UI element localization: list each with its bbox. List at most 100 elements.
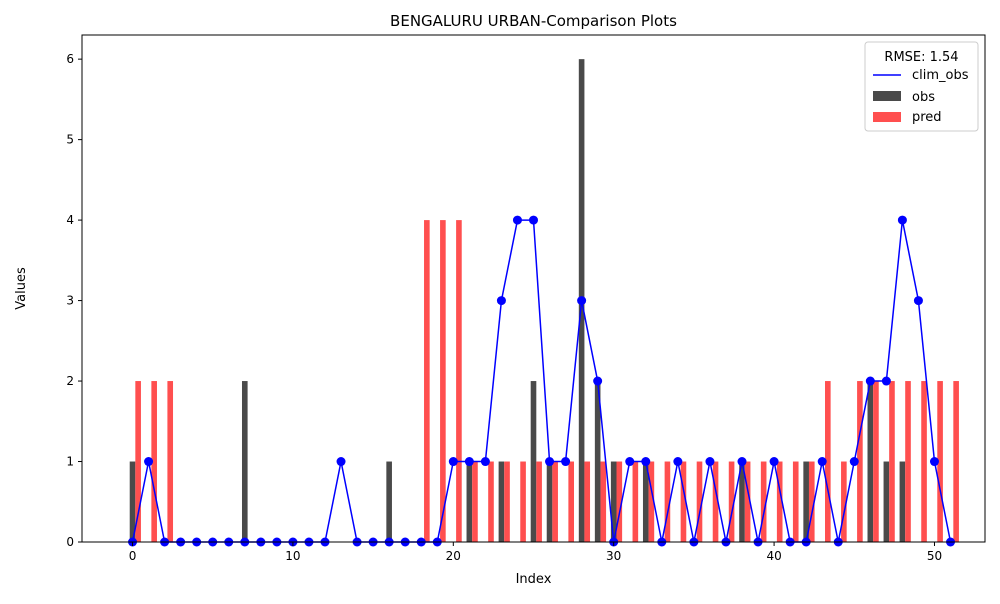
pred-bar-2: [167, 381, 174, 542]
x-tick-label-10: 10: [285, 549, 300, 563]
pred-bar-40: [776, 461, 783, 542]
pred-bar-35: [696, 461, 703, 542]
x-tick-label-20: 20: [446, 549, 461, 563]
legend-swatch-obs: [873, 91, 901, 101]
y-axis-label: Values: [14, 267, 29, 310]
pred-bar-19: [440, 220, 446, 542]
legend-label-obs: obs: [912, 90, 935, 105]
obs-bar-0: [129, 461, 136, 542]
bars-layer: [129, 59, 959, 543]
legend-title: RMSE: 1.54: [884, 50, 958, 65]
pred-bar-0: [135, 381, 141, 542]
clim-obs-point-32: [641, 457, 651, 467]
clim-obs-point-23: [496, 296, 506, 306]
legend-label-clim-obs: clim_obs: [912, 68, 969, 83]
x-tick-label-50: 50: [927, 549, 942, 563]
pred-bar-23: [504, 461, 510, 542]
obs-bar-25: [530, 381, 537, 542]
legend-swatch-pred: [873, 112, 901, 122]
clim-obs-point-45: [849, 457, 859, 467]
clim-obs-point-34: [673, 457, 683, 467]
pred-bar-43: [825, 381, 831, 542]
x-axis-label: Index: [516, 572, 552, 587]
x-tick-label-0: 0: [129, 549, 137, 563]
obs-bar-46: [867, 381, 874, 542]
pred-bar-21: [472, 461, 478, 542]
pred-bar-20: [456, 220, 462, 542]
clim-obs-point-20: [448, 457, 458, 467]
y-tick-label-6: 6: [66, 52, 74, 66]
legend-box: [864, 41, 979, 132]
pred-bar-36: [712, 461, 719, 542]
clim-obs-point-29: [593, 376, 603, 386]
pred-bar-25: [536, 461, 542, 542]
pred-bar-32: [648, 461, 655, 542]
pred-bar-31: [632, 461, 639, 542]
pred-bar-50: [937, 381, 943, 542]
obs-bar-26: [546, 461, 553, 542]
chart-title: BENGALURU URBAN-Comparison Plots: [390, 12, 677, 30]
clim-obs-point-46: [865, 376, 875, 386]
obs-bar-47: [883, 461, 890, 542]
clim-obs-point-25: [529, 215, 538, 225]
pred-bar-26: [552, 461, 558, 542]
y-axis: 0 1 2 3 4 5 6: [66, 52, 82, 549]
pred-bar-49: [921, 381, 927, 542]
obs-bar-23: [498, 461, 505, 542]
clim-obs-point-47: [881, 376, 891, 386]
clim-obs-point-24: [512, 215, 522, 225]
clim-obs-point-31: [625, 457, 635, 467]
clim-obs-point-13: [336, 457, 346, 467]
y-tick-label-4: 4: [66, 213, 74, 227]
clim-obs-point-49: [913, 296, 923, 306]
pred-bar-41: [792, 461, 799, 542]
clim-obs-point-36: [705, 457, 715, 467]
pred-bar-51: [953, 381, 959, 542]
x-tick-label-30: 30: [606, 549, 621, 563]
legend: RMSE: 1.54 clim_obs obs pred: [864, 41, 979, 132]
obs-bar-48: [899, 461, 906, 542]
y-tick-label-2: 2: [66, 374, 74, 388]
pred-bar-48: [905, 381, 911, 542]
y-tick-label-0: 0: [66, 535, 74, 549]
obs-bar-21: [466, 461, 473, 542]
pred-bar-30: [616, 461, 623, 542]
x-tick-label-40: 40: [766, 549, 781, 563]
x-axis: 0 10 20 30 40 50: [129, 542, 942, 563]
pred-bar-18: [424, 220, 430, 542]
plot-frame: [81, 34, 986, 543]
clim-obs-point-1: [144, 457, 154, 467]
obs-bar-38: [739, 461, 745, 542]
clim-obs-point-22: [480, 457, 490, 467]
pred-bar-33: [664, 461, 671, 542]
y-tick-label-1: 1: [66, 455, 74, 469]
obs-bar-16: [386, 461, 392, 542]
pred-bar-22: [488, 461, 494, 542]
pred-bar-44: [841, 461, 847, 542]
pred-bar-37: [728, 461, 735, 542]
pred-bar-34: [680, 461, 687, 542]
clim-obs-point-43: [817, 457, 827, 467]
obs-bar-29: [594, 381, 601, 542]
pred-bar-39: [760, 461, 767, 542]
obs-bar-42: [803, 461, 809, 542]
clim-obs-point-27: [561, 457, 571, 467]
clim-obs-point-28: [577, 296, 587, 306]
pred-bar-29: [600, 461, 607, 542]
pred-bar-38: [744, 461, 751, 542]
clim-obs-point-50: [929, 457, 939, 467]
pred-bar-42: [808, 461, 815, 542]
pred-bar-45: [857, 381, 863, 542]
pred-bar-1: [151, 381, 157, 542]
pred-bar-47: [889, 381, 895, 542]
clim-obs-point-48: [897, 215, 907, 225]
y-tick-label-5: 5: [66, 133, 74, 147]
clim-obs-point-38: [737, 457, 747, 467]
pred-bar-46: [873, 381, 879, 542]
pred-bar-28: [584, 461, 591, 542]
obs-bar-7: [241, 381, 248, 542]
y-tick-label-3: 3: [66, 294, 74, 308]
clim-obs-point-21: [464, 457, 474, 467]
clim-obs-point-26: [545, 457, 555, 467]
